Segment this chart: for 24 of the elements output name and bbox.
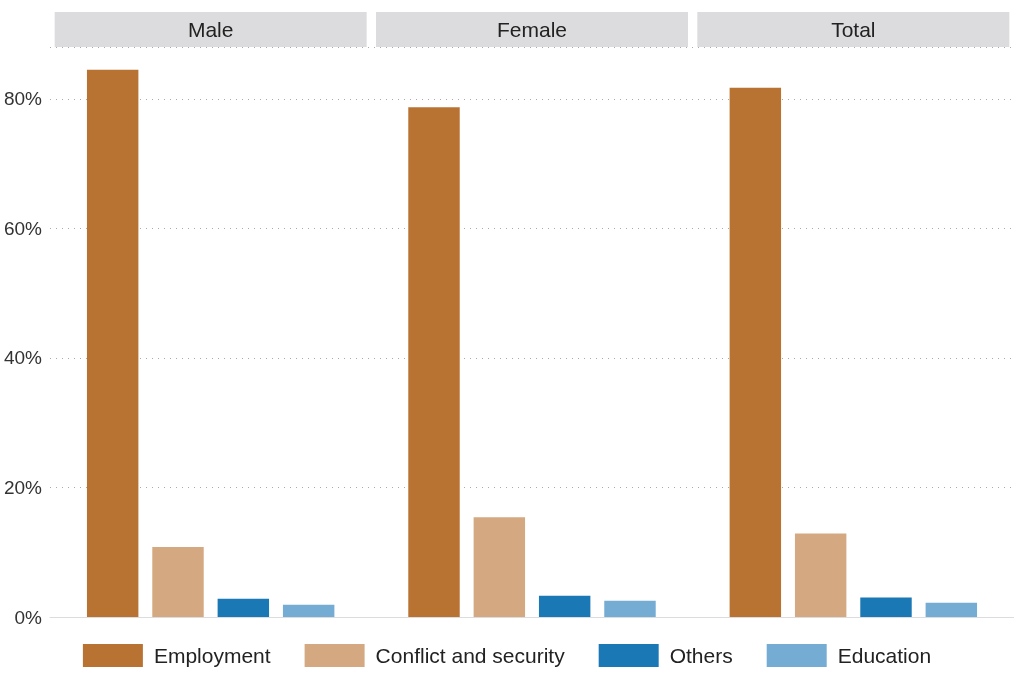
legend-label: Others bbox=[669, 644, 733, 667]
bar bbox=[408, 107, 460, 617]
x-tick-label: Total bbox=[831, 18, 876, 41]
x-tick-label: Male bbox=[187, 18, 234, 41]
bar bbox=[86, 69, 139, 617]
bar bbox=[604, 600, 656, 617]
y-tick-label: 60% bbox=[3, 217, 43, 239]
y-tick-label: 20% bbox=[3, 476, 43, 498]
bar bbox=[794, 533, 847, 617]
bar bbox=[925, 602, 978, 617]
bar bbox=[538, 595, 591, 617]
legend-label: Employment bbox=[153, 644, 271, 667]
y-tick-label: 80% bbox=[3, 88, 43, 110]
bar bbox=[473, 517, 526, 617]
legend-label: Conflict and security bbox=[375, 644, 566, 667]
legend-label: Education bbox=[837, 644, 932, 667]
bar bbox=[729, 87, 782, 617]
bar bbox=[282, 604, 335, 617]
x-tick-label: Female bbox=[496, 18, 568, 41]
bar bbox=[217, 598, 270, 617]
bar bbox=[860, 597, 912, 617]
bar bbox=[152, 547, 204, 617]
y-tick-label: 40% bbox=[3, 347, 43, 369]
y-tick-label: 0% bbox=[14, 606, 43, 628]
